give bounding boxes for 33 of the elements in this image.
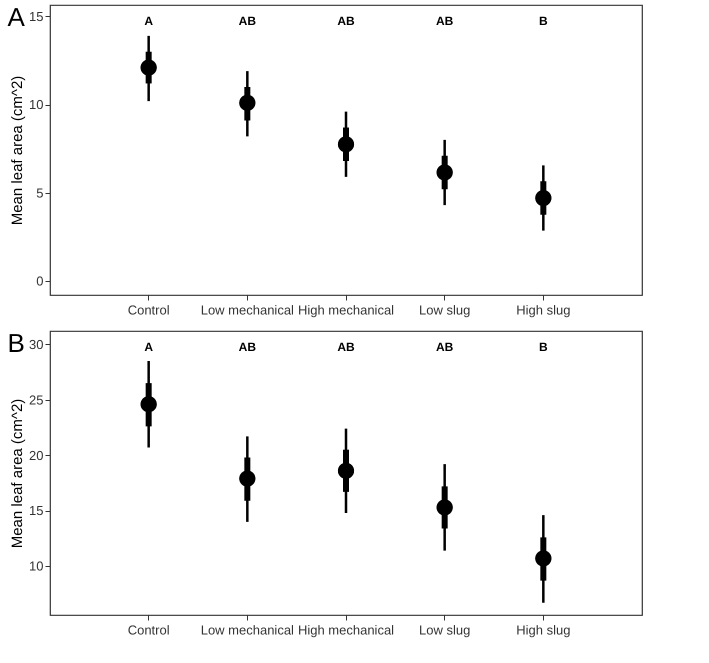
annotation: B: [538, 14, 548, 28]
annotation: AB: [436, 14, 454, 28]
x-tick-label: Control: [128, 302, 170, 318]
annotation: AB: [337, 14, 355, 28]
annotation: A: [144, 14, 154, 28]
x-tick-label: Control: [128, 622, 170, 638]
annotation: B: [538, 340, 548, 354]
y-axis-title: Mean leaf area (cm^2): [9, 76, 26, 226]
y-tick-label: 15: [29, 503, 44, 518]
x-tick-label: Low mechanical: [200, 302, 294, 318]
x-tick-label: High mechanical: [298, 622, 394, 638]
chart-title: A: [8, 2, 26, 32]
x-tick-label: Low mechanical: [200, 622, 294, 638]
annotation: AB: [337, 340, 355, 354]
x-tick-label: High mechanical: [298, 302, 394, 318]
annotation: AB: [238, 340, 256, 354]
y-tick-label: 10: [29, 97, 44, 112]
y-tick-label: 5: [36, 185, 44, 200]
x-tick-label: High slug: [516, 302, 570, 318]
annotation: A: [144, 340, 154, 354]
annotation: AB: [436, 340, 454, 354]
y-tick-label: 30: [29, 336, 44, 352]
annotation: AB: [238, 14, 256, 28]
y-tick-label: 15: [29, 8, 44, 24]
chart-title: B: [8, 328, 25, 358]
x-tick-label: Low slug: [419, 302, 470, 318]
x-tick-label: Low slug: [419, 622, 470, 638]
y-tick-label: 25: [29, 392, 44, 408]
y-tick-label: 10: [29, 558, 44, 574]
y-tick-label: 0: [36, 273, 44, 288]
x-tick-label: High slug: [516, 622, 570, 638]
y-axis-title: Mean leaf area (cm^2): [9, 398, 26, 548]
y-tick-label: 20: [29, 448, 44, 463]
